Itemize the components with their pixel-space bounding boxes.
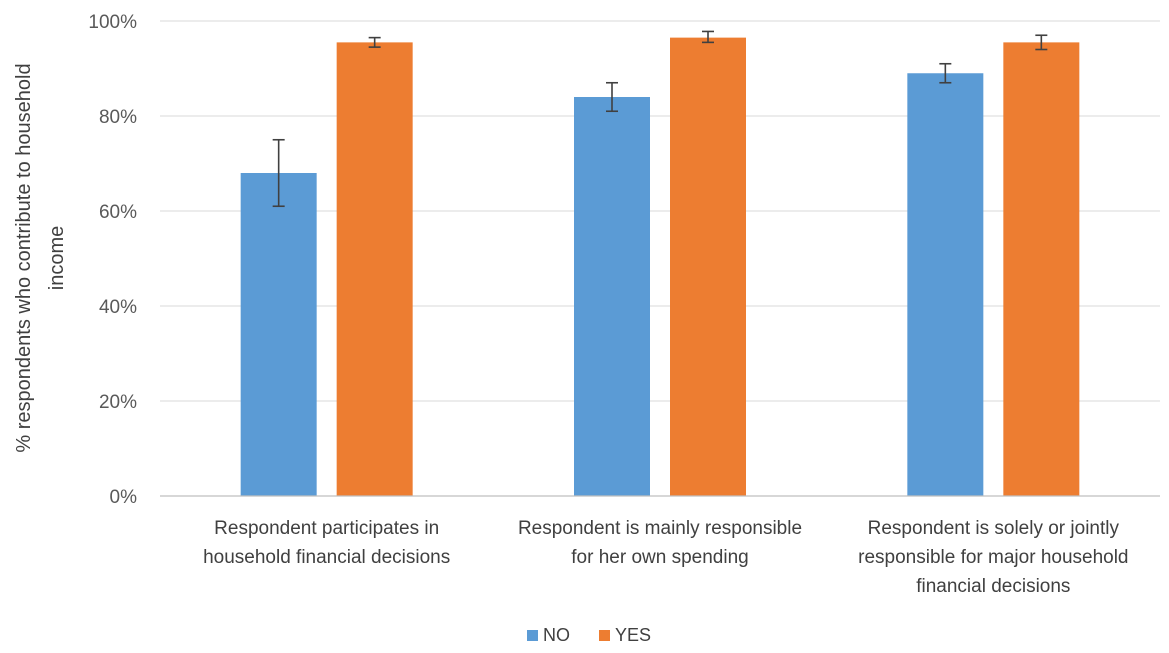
legend-item-no: NO — [527, 625, 570, 645]
legend: NO YES — [527, 625, 651, 645]
y-axis-title: % respondents who contribute to househol… — [13, 63, 68, 452]
y-axis-title-text: % respondents who contribute to househol… — [13, 63, 68, 452]
legend-swatch — [527, 630, 538, 641]
y-tick-label: 100% — [88, 12, 137, 33]
category-label: for her own spending — [571, 547, 748, 568]
error-bar — [702, 30, 714, 44]
error-bar — [1035, 34, 1048, 51]
bar-yes-3 — [1003, 42, 1080, 496]
category-label: responsible for major household — [858, 547, 1128, 568]
category-label: household financial decisions — [203, 547, 450, 568]
legend-label: YES — [615, 625, 651, 645]
bars — [240, 37, 1080, 496]
category-label: financial decisions — [916, 576, 1070, 597]
legend-item-yes: YES — [599, 625, 651, 645]
category-label: Respondent participates in — [214, 518, 439, 539]
error-bar — [939, 62, 952, 84]
bar-no-2 — [574, 97, 650, 496]
category-label: Respondent is solely or jointly — [868, 518, 1120, 539]
legend-label: NO — [543, 625, 570, 645]
gridlines — [160, 20, 1160, 402]
bar-yes-1 — [336, 42, 413, 496]
y-tick-label: 60% — [99, 202, 137, 223]
bar-yes-2 — [670, 37, 746, 496]
legend-swatch — [599, 630, 610, 641]
error-bar — [368, 36, 381, 48]
y-tick-label: 80% — [99, 107, 137, 128]
bar-no-3 — [907, 73, 984, 496]
y-axis-title-line: income — [46, 226, 68, 290]
y-tick-label: 0% — [110, 487, 138, 508]
category-labels: Respondent participates in household fina… — [203, 518, 1128, 597]
error-bar — [606, 81, 618, 113]
y-tick-label: 40% — [99, 297, 137, 318]
error-bar — [272, 138, 285, 208]
bar-no-1 — [240, 173, 317, 496]
category-label: Respondent is mainly responsible — [518, 518, 802, 539]
error-bars — [272, 30, 1048, 208]
y-tick-label: 20% — [99, 392, 137, 413]
y-axis-title-line: % respondents who contribute to househol… — [13, 63, 35, 452]
y-axis-ticks: 0% 20% 40% 60% 80% 100% — [88, 12, 137, 508]
